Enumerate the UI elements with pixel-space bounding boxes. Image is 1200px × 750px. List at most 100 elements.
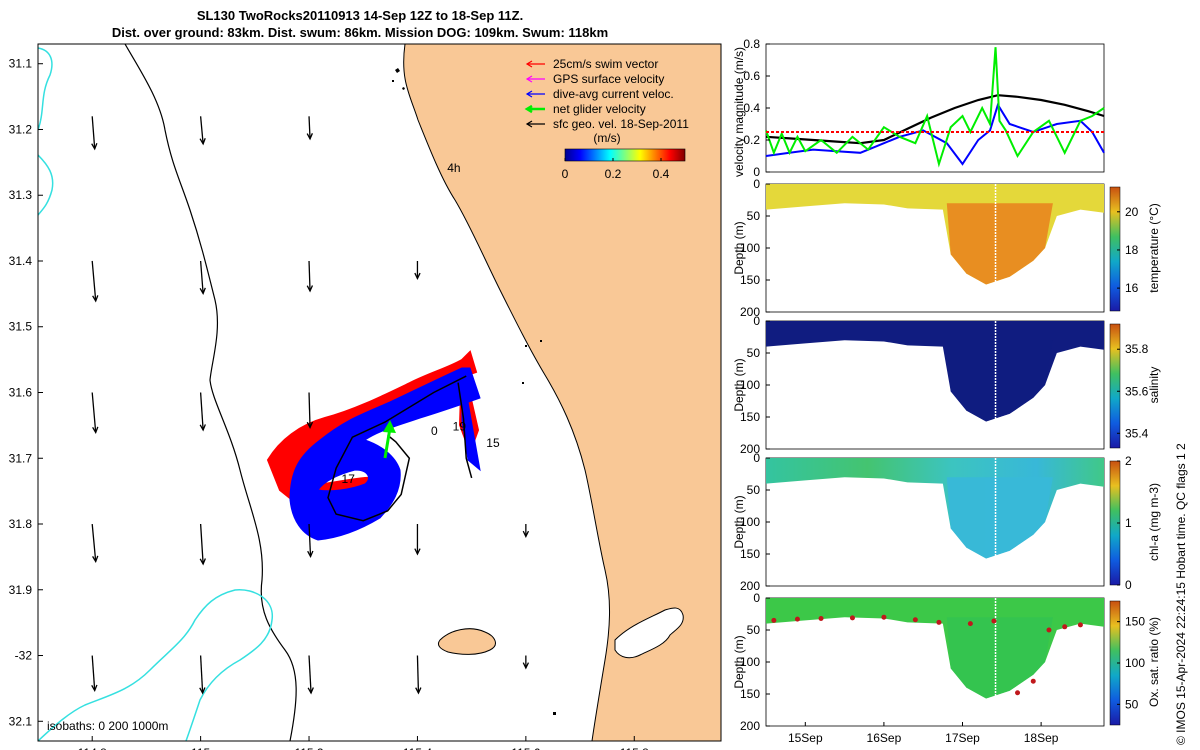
chl-max-marker [849, 615, 855, 621]
sfc-geo-arrow [307, 523, 314, 559]
legend-entry: 25cm/s swim vector [525, 57, 658, 71]
velocity-series-line [765, 47, 1105, 168]
section-colorbar-label: chl-a (mg m-3) [1147, 483, 1161, 561]
section-panel: 0 50 100 150 200 Depth (m) 0 1 2 chl-a (mg m-3) [732, 451, 1161, 593]
map-y-ticks: 31.1 31.2 31.3 31.4 31.5 31.6 31.7 31.8 31.9 -32 3… [9, 57, 43, 728]
colorbar-tick-label: 1 [1125, 516, 1132, 530]
colorbar-tick-label: 0 [1125, 578, 1132, 592]
legend-entry: sfc geo. vel. 18-Sep-2011 [525, 117, 689, 131]
colorbar-label: (m/s) [593, 131, 620, 145]
section-y-tick-label: 100 [740, 655, 760, 669]
colorbar-tick-label: 16 [1125, 281, 1139, 295]
isobath-1000m [38, 47, 53, 131]
chl-max-marker [1046, 627, 1052, 633]
section-ylabel: Depth (m) [732, 495, 746, 548]
map-y-tick-label: 32.1 [9, 714, 33, 728]
map-panel: 4h 19 15 17 0 isobaths: 0 200 1000m 114.8 115… [9, 43, 722, 750]
glider-track-segment [457, 382, 473, 479]
chl-max-marker [991, 618, 997, 624]
legend-label: 25cm/s swim vector [553, 57, 658, 71]
rottnest-island [437, 628, 496, 655]
legend-entry: GPS surface velocity [525, 72, 664, 86]
velocity-series-line [765, 102, 1105, 166]
section-y-tick-label: 100 [740, 515, 760, 529]
sfc-geo-arrow [414, 260, 421, 280]
velocity-magnitude-panel: 0 0.2 0.4 0.6 0.8 velocity magnitude (m/s) [732, 37, 1105, 179]
sfc-geo-arrow [306, 260, 314, 293]
map-x-tick-label: 115.2 [294, 746, 323, 750]
velocity-y-tick-label: 0.4 [743, 101, 760, 115]
section-y-tick-label: 200 [740, 305, 760, 319]
map-x-tick-label: 115 [191, 746, 210, 750]
colorbar-tick-label: 20 [1125, 205, 1139, 219]
map-y-tick-label: 31.1 [9, 57, 33, 71]
section-y-tick-label: 200 [740, 719, 760, 733]
colorbar-tick-label: 0.2 [605, 167, 622, 181]
legend-label: GPS surface velocity [553, 72, 664, 86]
map-annotation: 4h [447, 161, 460, 175]
chl-max-marker [771, 617, 777, 623]
sfc-geo-arrow [91, 523, 99, 563]
velocity-y-tick-label: 0.2 [743, 133, 760, 147]
colorbar-tick-label: 35.4 [1125, 426, 1149, 440]
isobath-cyan-bottom [38, 589, 273, 741]
velocity-axes [765, 43, 1105, 173]
chl-max-marker [936, 619, 942, 625]
section-y-tick-label: 200 [740, 579, 760, 593]
section-colorbar-label: salinity [1147, 367, 1161, 404]
credit-text: © IMOS 15-Apr-2024 22:24:15 Hobart time.… [1174, 443, 1188, 745]
map-annotation: 19 [453, 420, 467, 434]
map-x-tick-label: 115.8 [620, 746, 649, 750]
section-y-tick-label: 150 [740, 410, 760, 424]
map-y-tick-label: -32 [15, 649, 33, 663]
section-y-tick-label: 0 [753, 177, 760, 191]
velocity-series-line [765, 94, 1105, 145]
map-y-tick-label: 31.5 [9, 320, 33, 334]
chl-max-marker [1015, 690, 1021, 696]
sfc-geo-arrow [91, 655, 98, 693]
section-ylabel: Depth (m) [732, 635, 746, 688]
sfc-geo-arrow [415, 655, 422, 695]
map-x-tick-label: 114.8 [78, 746, 107, 750]
section-deep-water [946, 340, 1053, 422]
chl-max-marker [794, 616, 800, 622]
section-colorbar-label: Ox. sat. ratio (%) [1147, 617, 1161, 707]
section-ylabel: Depth (m) [732, 221, 746, 274]
section-panel: 0 50 100 150 200 Depth (m) 35.4 35.6 35.8 salinit… [732, 314, 1161, 456]
chl-max-marker [1077, 622, 1083, 628]
colorbar-tick-label: 2 [1125, 454, 1132, 468]
sfc-geo-arrow [199, 392, 206, 432]
section-y-tick-label: 50 [747, 483, 761, 497]
section-x-tick-label: 17Sep [945, 731, 980, 745]
isobath-200m [124, 44, 297, 741]
section-deep-water [946, 617, 1053, 699]
map-annotation: 15 [486, 436, 500, 450]
isobath-cyan-left [38, 154, 54, 216]
legend-label: dive-avg current veloc. [553, 87, 674, 101]
map-y-tick-label: 31.7 [9, 451, 33, 465]
sfc-geo-arrow [199, 116, 206, 146]
map-y-tick-label: 31.9 [9, 583, 33, 597]
sfc-geo-arrow [307, 655, 314, 695]
map-y-tick-label: 31.3 [9, 188, 33, 202]
glider-track [327, 375, 467, 522]
colorbar-tick-label: 100 [1125, 656, 1145, 670]
chl-max-marker [1062, 624, 1068, 630]
sfc-geo-arrow [414, 524, 421, 556]
section-x-ticks: 15Sep 16Sep 17Sep 18Sep [788, 722, 1059, 745]
velocity-ylabel: velocity magnitude (m/s) [732, 47, 746, 177]
legend-entry: net glider velocity [524, 102, 646, 116]
chl-max-marker [912, 617, 918, 623]
map-y-tick-label: 31.4 [9, 254, 33, 268]
map-x-tick-label: 115.6 [511, 746, 540, 750]
chl-max-marker [818, 615, 824, 621]
section-deep-water [946, 203, 1053, 285]
sfc-geo-arrow [199, 260, 206, 295]
sfc-geo-arrow [306, 116, 313, 141]
section-y-tick-label: 150 [740, 687, 760, 701]
section-y-tick-label: 50 [747, 623, 761, 637]
map-y-tick-label: 31.6 [9, 386, 33, 400]
sfc-geo-arrow [91, 260, 99, 303]
section-colorbar-label: temperature (°C) [1147, 203, 1161, 293]
